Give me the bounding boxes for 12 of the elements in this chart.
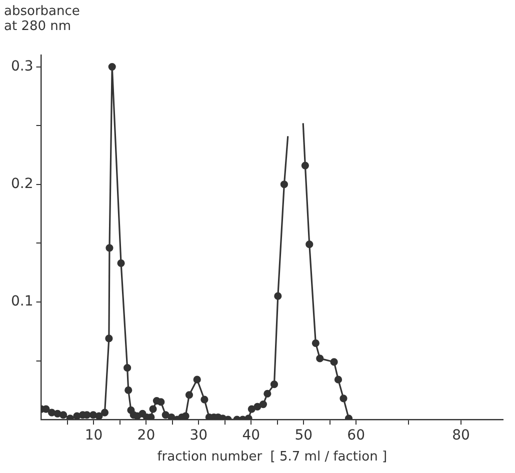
x-tick-label: 20: [137, 428, 156, 444]
x-axis-title: fraction number [ 5.7 ml / faction ]: [157, 450, 388, 465]
y-axis-title: absorbance at 280 nm: [4, 4, 80, 34]
x-tick-label: 30: [190, 428, 208, 444]
y-tick-label: 0.1: [11, 294, 34, 310]
x-tick-label: 10: [84, 428, 103, 444]
x-tick-label: 40: [242, 428, 260, 444]
x-tick-label: 80: [452, 428, 470, 444]
y-tick-label: 0.2: [11, 176, 34, 192]
x-tick-label: 50: [294, 428, 313, 444]
y-tick-label: 0.3: [11, 58, 34, 74]
x-tick-label: 60: [347, 428, 365, 444]
